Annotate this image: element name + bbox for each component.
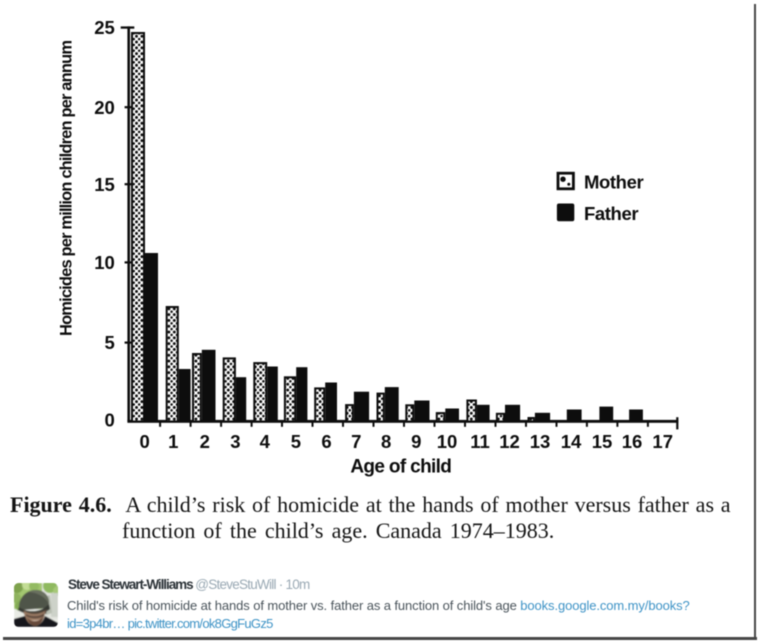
svg-text:13: 13 <box>530 431 551 452</box>
svg-text:7: 7 <box>351 431 361 452</box>
svg-text:Father: Father <box>584 203 638 224</box>
svg-text:12: 12 <box>499 431 520 452</box>
svg-text:14: 14 <box>561 431 582 452</box>
svg-text:9: 9 <box>411 431 421 452</box>
svg-text:11: 11 <box>470 431 490 452</box>
svg-text:10: 10 <box>94 252 115 273</box>
svg-text:0: 0 <box>105 410 115 431</box>
svg-text:4: 4 <box>260 431 271 452</box>
svg-text:16: 16 <box>622 431 643 452</box>
svg-text:15: 15 <box>94 174 115 195</box>
svg-text:3: 3 <box>230 431 240 452</box>
svg-text:6: 6 <box>321 431 331 452</box>
svg-text:Age of child: Age of child <box>350 457 451 478</box>
svg-text:5: 5 <box>105 332 115 353</box>
svg-text:5: 5 <box>291 431 301 452</box>
svg-text:Mother: Mother <box>584 171 643 192</box>
svg-text:Homicides per million children: Homicides per million children per annum <box>58 41 76 336</box>
svg-text:15: 15 <box>592 431 613 452</box>
svg-text:10: 10 <box>437 431 458 452</box>
svg-text:1: 1 <box>168 431 178 452</box>
svg-text:0: 0 <box>140 431 150 452</box>
svg-text:8: 8 <box>381 431 391 452</box>
svg-text:2: 2 <box>200 431 210 452</box>
svg-text:20: 20 <box>94 97 115 118</box>
svg-text:17: 17 <box>652 431 673 452</box>
svg-text:25: 25 <box>94 17 115 38</box>
